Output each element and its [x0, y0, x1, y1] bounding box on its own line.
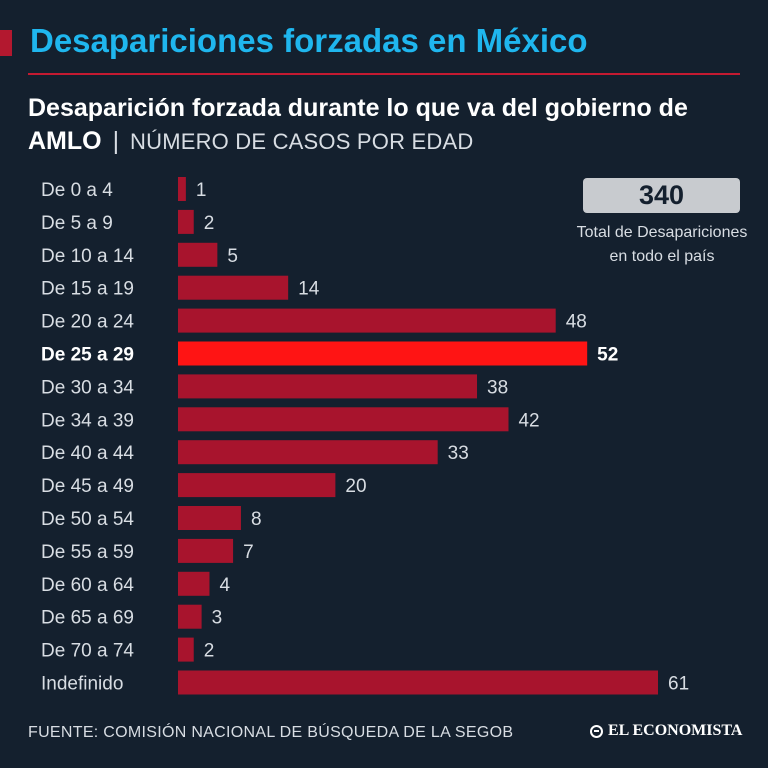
category-label-de-55-a-59: De 55 a 59 — [41, 542, 134, 563]
category-label-de-50-a-54: De 50 a 54 — [41, 509, 134, 530]
category-label-de-60-a-64: De 60 a 64 — [41, 575, 134, 596]
category-label-de-65-a-69: De 65 a 69 — [41, 608, 134, 629]
value-label-de-45-a-49: 20 — [345, 476, 366, 497]
category-label-de-34-a-39: De 34 a 39 — [41, 410, 134, 431]
logo-text: EL ECONOMISTA — [608, 722, 743, 739]
bar-de-40-a-44 — [178, 440, 438, 465]
category-label-de-15-a-19: De 15 a 19 — [41, 279, 134, 300]
bar-de-5-a-9 — [178, 209, 194, 234]
category-label-de-25-a-29: De 25 a 29 — [41, 345, 134, 366]
bar-de-55-a-59 — [178, 538, 234, 563]
bar-de-20-a-24 — [178, 308, 556, 333]
title-accent-block — [0, 30, 12, 56]
logo-mark-icon — [590, 724, 603, 738]
main-title: Desapariciones forzadas en México — [30, 22, 588, 59]
value-label-de-15-a-19: 14 — [298, 279, 320, 300]
value-label-de-55-a-59: 7 — [243, 542, 254, 563]
publisher-logo: EL ECONOMISTA — [590, 722, 742, 740]
bar-de-30-a-34 — [178, 374, 478, 399]
subtitle-separator: | — [112, 127, 120, 155]
value-label-de-34-a-39: 42 — [518, 410, 539, 431]
bar-de-15-a-19 — [178, 275, 289, 300]
value-label-de-25-a-29: 52 — [597, 345, 618, 366]
bar-de-10-a-14 — [178, 242, 218, 267]
value-label-de-30-a-34: 38 — [487, 377, 508, 398]
source-note: FUENTE: COMISIÓN NACIONAL DE BÚSQUEDA DE… — [28, 724, 514, 741]
value-label-de-40-a-44: 33 — [448, 443, 469, 464]
bar-de-50-a-54 — [178, 506, 241, 530]
category-label-indefinido: Indefinido — [41, 674, 123, 695]
total-value-badge: 340 — [583, 178, 740, 213]
total-label-line-1: Total de Desapariciones — [576, 224, 748, 241]
value-label-indefinido: 61 — [668, 674, 689, 695]
subtitle-unit: NÚMERO DE CASOS POR EDAD — [130, 129, 474, 154]
subtitle-main: Desaparición forzada durante lo que va d… — [28, 94, 688, 155]
category-label-de-40-a-44: De 40 a 44 — [41, 443, 134, 464]
category-label-de-5-a-9: De 5 a 9 — [41, 213, 113, 234]
value-label-de-0-a-4: 1 — [196, 180, 207, 201]
value-label-de-60-a-64: 4 — [219, 575, 230, 596]
bar-de-0-a-4 — [178, 177, 186, 201]
total-label: Total de Desapariciones en todo el país — [570, 221, 754, 269]
chart-subtitle: Desaparición forzada durante lo que va d… — [28, 92, 748, 158]
bar-de-60-a-64 — [178, 571, 210, 596]
bar-de-65-a-69 — [178, 604, 202, 629]
title-divider — [28, 73, 740, 75]
total-label-line-2: en todo el país — [609, 248, 715, 265]
value-label-de-70-a-74: 2 — [204, 641, 215, 662]
value-label-de-5-a-9: 2 — [204, 213, 215, 234]
bar-de-70-a-74 — [178, 637, 194, 662]
value-label-de-10-a-14: 5 — [227, 246, 238, 267]
bar-de-45-a-49 — [178, 473, 336, 498]
bar-de-34-a-39 — [178, 407, 509, 432]
bar-indefinido — [178, 670, 658, 695]
bar-de-25-a-29 — [178, 341, 588, 366]
value-label-de-50-a-54: 8 — [251, 509, 262, 530]
category-label-de-20-a-24: De 20 a 24 — [41, 312, 134, 333]
value-label-de-65-a-69: 3 — [212, 608, 223, 629]
category-label-de-30-a-34: De 30 a 34 — [41, 377, 134, 398]
category-label-de-0-a-4: De 0 a 4 — [41, 180, 113, 201]
category-label-de-45-a-49: De 45 a 49 — [41, 476, 134, 497]
category-label-de-70-a-74: De 70 a 74 — [41, 641, 134, 662]
category-label-de-10-a-14: De 10 a 14 — [41, 246, 134, 267]
value-label-de-20-a-24: 48 — [566, 312, 587, 333]
